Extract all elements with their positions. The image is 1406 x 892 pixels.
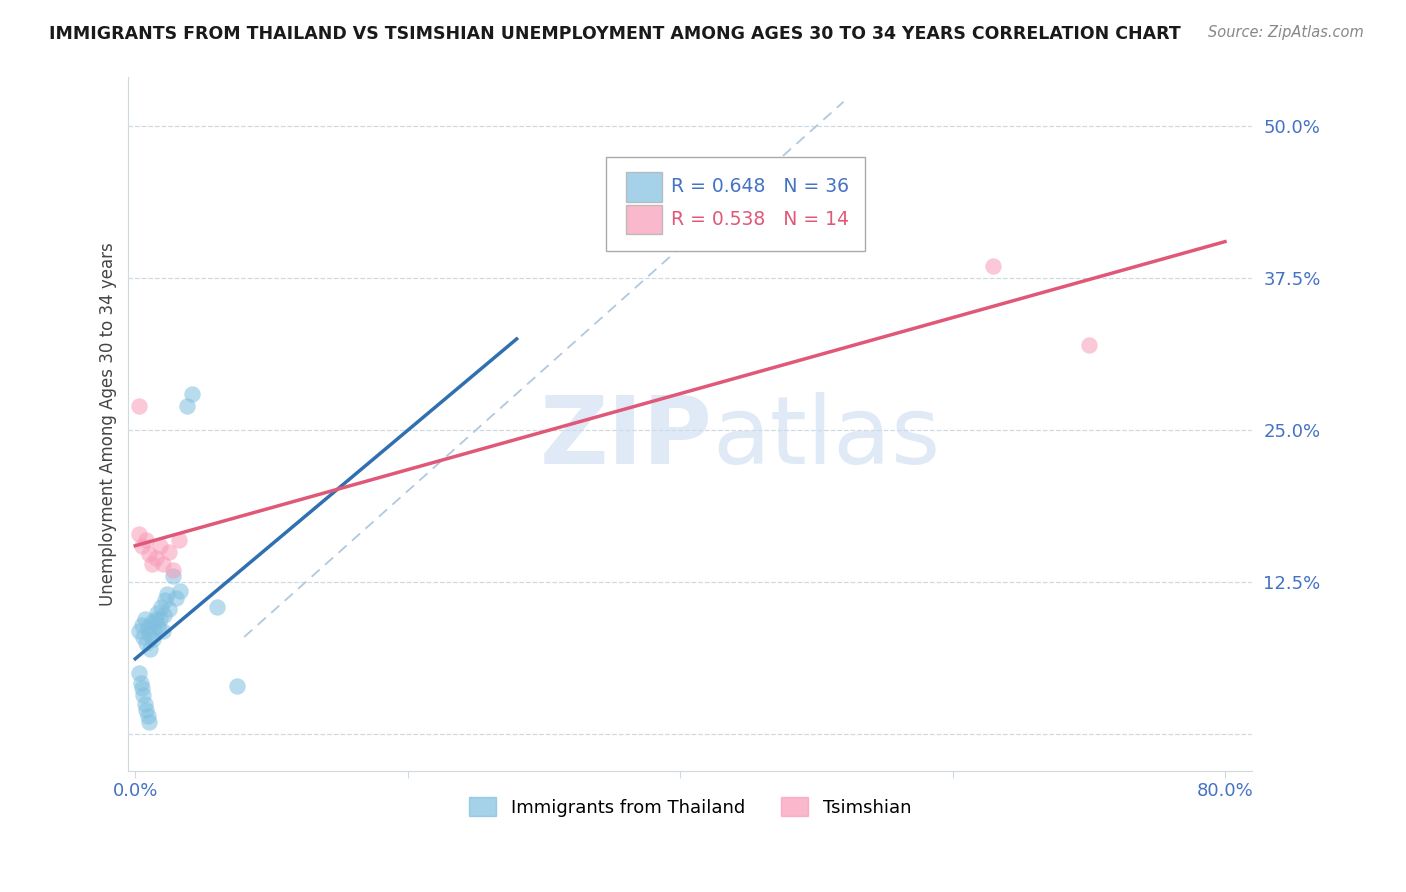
Point — [143, 623, 166, 637]
Point — [136, 620, 159, 634]
Point — [176, 399, 198, 413]
FancyBboxPatch shape — [626, 172, 662, 202]
Point — [167, 533, 190, 547]
Text: R = 0.648   N = 36: R = 0.648 N = 36 — [671, 178, 849, 196]
Point — [1077, 338, 1099, 352]
FancyBboxPatch shape — [626, 205, 662, 234]
Point — [138, 547, 160, 561]
Text: atlas: atlas — [713, 392, 941, 484]
Point — [129, 676, 152, 690]
Text: ZIP: ZIP — [540, 392, 713, 484]
Point — [135, 533, 157, 547]
Point — [155, 593, 177, 607]
Point — [157, 602, 180, 616]
Point — [131, 539, 153, 553]
Point — [131, 617, 153, 632]
Point — [145, 612, 167, 626]
Point — [132, 630, 155, 644]
Point — [181, 386, 204, 401]
Point — [136, 709, 159, 723]
Point — [128, 624, 150, 638]
Point — [142, 632, 165, 647]
Point — [134, 697, 156, 711]
Point — [162, 563, 184, 577]
Point — [983, 259, 1005, 273]
Point — [149, 539, 172, 553]
Point — [128, 526, 150, 541]
Legend: Immigrants from Thailand, Tsimshian: Immigrants from Thailand, Tsimshian — [463, 790, 918, 824]
Point — [141, 615, 163, 630]
Y-axis label: Unemployment Among Ages 30 to 34 years: Unemployment Among Ages 30 to 34 years — [100, 243, 117, 606]
Point — [131, 681, 153, 695]
Point — [128, 666, 150, 681]
Point — [128, 399, 150, 413]
Point — [155, 587, 177, 601]
Point — [169, 583, 191, 598]
FancyBboxPatch shape — [606, 157, 865, 251]
Point — [165, 591, 187, 605]
Point — [205, 599, 228, 614]
Point — [162, 569, 184, 583]
Point — [141, 557, 163, 571]
Point — [153, 607, 176, 622]
Point — [149, 612, 172, 626]
Point — [138, 714, 160, 729]
Point — [135, 636, 157, 650]
Text: R = 0.538   N = 14: R = 0.538 N = 14 — [671, 210, 849, 229]
Point — [139, 642, 162, 657]
Point — [150, 599, 173, 614]
Point — [138, 627, 160, 641]
Text: Source: ZipAtlas.com: Source: ZipAtlas.com — [1208, 25, 1364, 40]
Text: IMMIGRANTS FROM THAILAND VS TSIMSHIAN UNEMPLOYMENT AMONG AGES 30 TO 34 YEARS COR: IMMIGRANTS FROM THAILAND VS TSIMSHIAN UN… — [49, 25, 1181, 43]
Point — [146, 606, 169, 620]
Point — [132, 688, 155, 702]
Point — [157, 545, 180, 559]
Point — [226, 679, 249, 693]
Point — [134, 612, 156, 626]
Point — [152, 557, 174, 571]
Point — [148, 620, 170, 634]
Point — [152, 624, 174, 638]
Point — [135, 703, 157, 717]
Point — [145, 550, 167, 565]
